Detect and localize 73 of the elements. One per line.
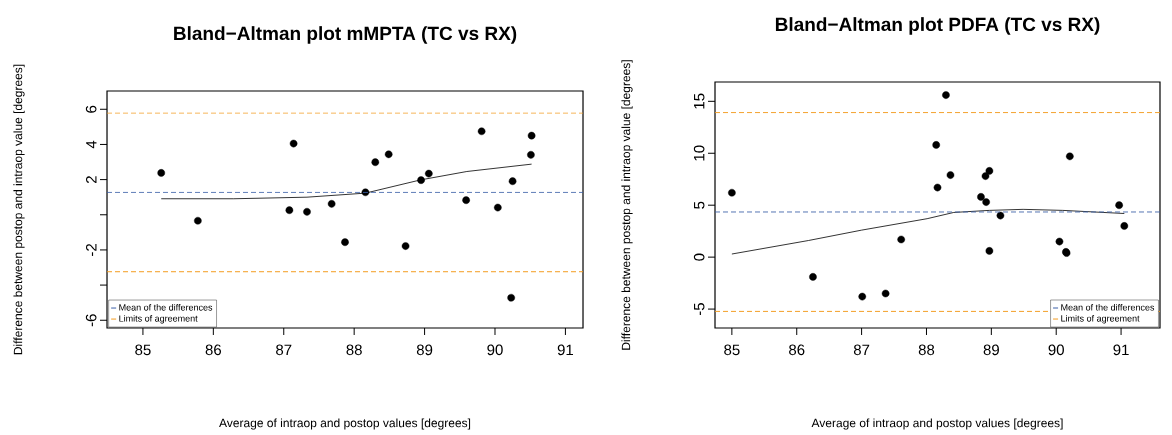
point (1115, 201, 1123, 209)
x-tick-label: 88 (346, 344, 362, 356)
y-axis-title: Difference between postop and intraop value [degrees] (621, 60, 633, 350)
point (933, 183, 942, 192)
line-series (731, 208, 1125, 255)
x-tick-label: 86 (205, 344, 222, 356)
point (477, 127, 486, 136)
y-axis-title: Difference between postop and intraop value [degrees] (13, 64, 25, 355)
y-tick-label: 15 (694, 93, 705, 109)
point (1120, 222, 1129, 230)
point (384, 150, 393, 159)
point (303, 207, 311, 216)
x-tick-label: 91 (1113, 344, 1129, 356)
point (194, 216, 202, 225)
point (932, 141, 940, 149)
x-tick-label: 90 (1048, 344, 1064, 356)
point (982, 198, 990, 206)
y-tick-label: 2 (86, 176, 97, 184)
x-tick-label: 85 (724, 344, 740, 356)
point (881, 289, 890, 298)
point (527, 131, 536, 140)
y-tick-label: -2 (86, 244, 97, 256)
x-tick-label: 89 (983, 344, 999, 356)
x-tick-label: 90 (487, 344, 503, 356)
y-tick-label: -6 (85, 314, 97, 327)
point (508, 177, 517, 185)
point (289, 139, 298, 148)
y-tick-label: 10 (693, 145, 705, 161)
point (285, 206, 294, 214)
legend-label: Mean of the differences (119, 304, 213, 311)
point (401, 242, 410, 250)
point (946, 171, 955, 179)
point (985, 167, 994, 175)
chart-title: Bland−Altman plot mMPTA (TC vs RX) (174, 26, 517, 44)
point (157, 169, 166, 177)
point (809, 273, 817, 281)
point (858, 292, 867, 301)
y-tick-label: 5 (694, 201, 705, 209)
x-axis-title: Average of intraop and postop values [degrees] (811, 418, 1063, 430)
legend-label: Limits of agreement (1061, 315, 1140, 324)
line-series (160, 163, 533, 200)
legend-label: Limits of agreement (119, 315, 198, 324)
x-axis-title: Average of intraop and postop values [degrees] (219, 418, 471, 430)
legend-label: Mean of the differences (1061, 304, 1155, 311)
x-tick-label: 88 (918, 344, 935, 356)
chart-title: Bland−Altman plot PDFA (TC vs RX) (775, 17, 1100, 35)
y-tick-label: -5 (694, 303, 705, 316)
point (371, 158, 380, 166)
x-tick-label: 91 (557, 344, 574, 356)
point (527, 151, 535, 159)
y-tick-label: 0 (693, 253, 705, 261)
point (1055, 237, 1064, 246)
point (417, 176, 425, 184)
point (327, 200, 336, 208)
point (942, 91, 950, 99)
x-tick-label: 86 (789, 344, 805, 356)
x-tick-label: 87 (276, 344, 292, 356)
point (462, 196, 470, 204)
point (985, 247, 994, 255)
point (728, 188, 736, 197)
point (1066, 152, 1074, 161)
point (425, 169, 433, 178)
point (996, 211, 1005, 220)
point (494, 203, 502, 212)
point (507, 293, 515, 302)
x-tick-label: 87 (853, 344, 870, 356)
point (977, 193, 985, 201)
y-tick-label: 6 (85, 105, 97, 113)
point (341, 238, 349, 246)
y-tick-label: 4 (86, 140, 97, 149)
point (897, 235, 905, 244)
x-tick-label: 89 (416, 344, 433, 356)
x-tick-label: 85 (135, 344, 151, 356)
